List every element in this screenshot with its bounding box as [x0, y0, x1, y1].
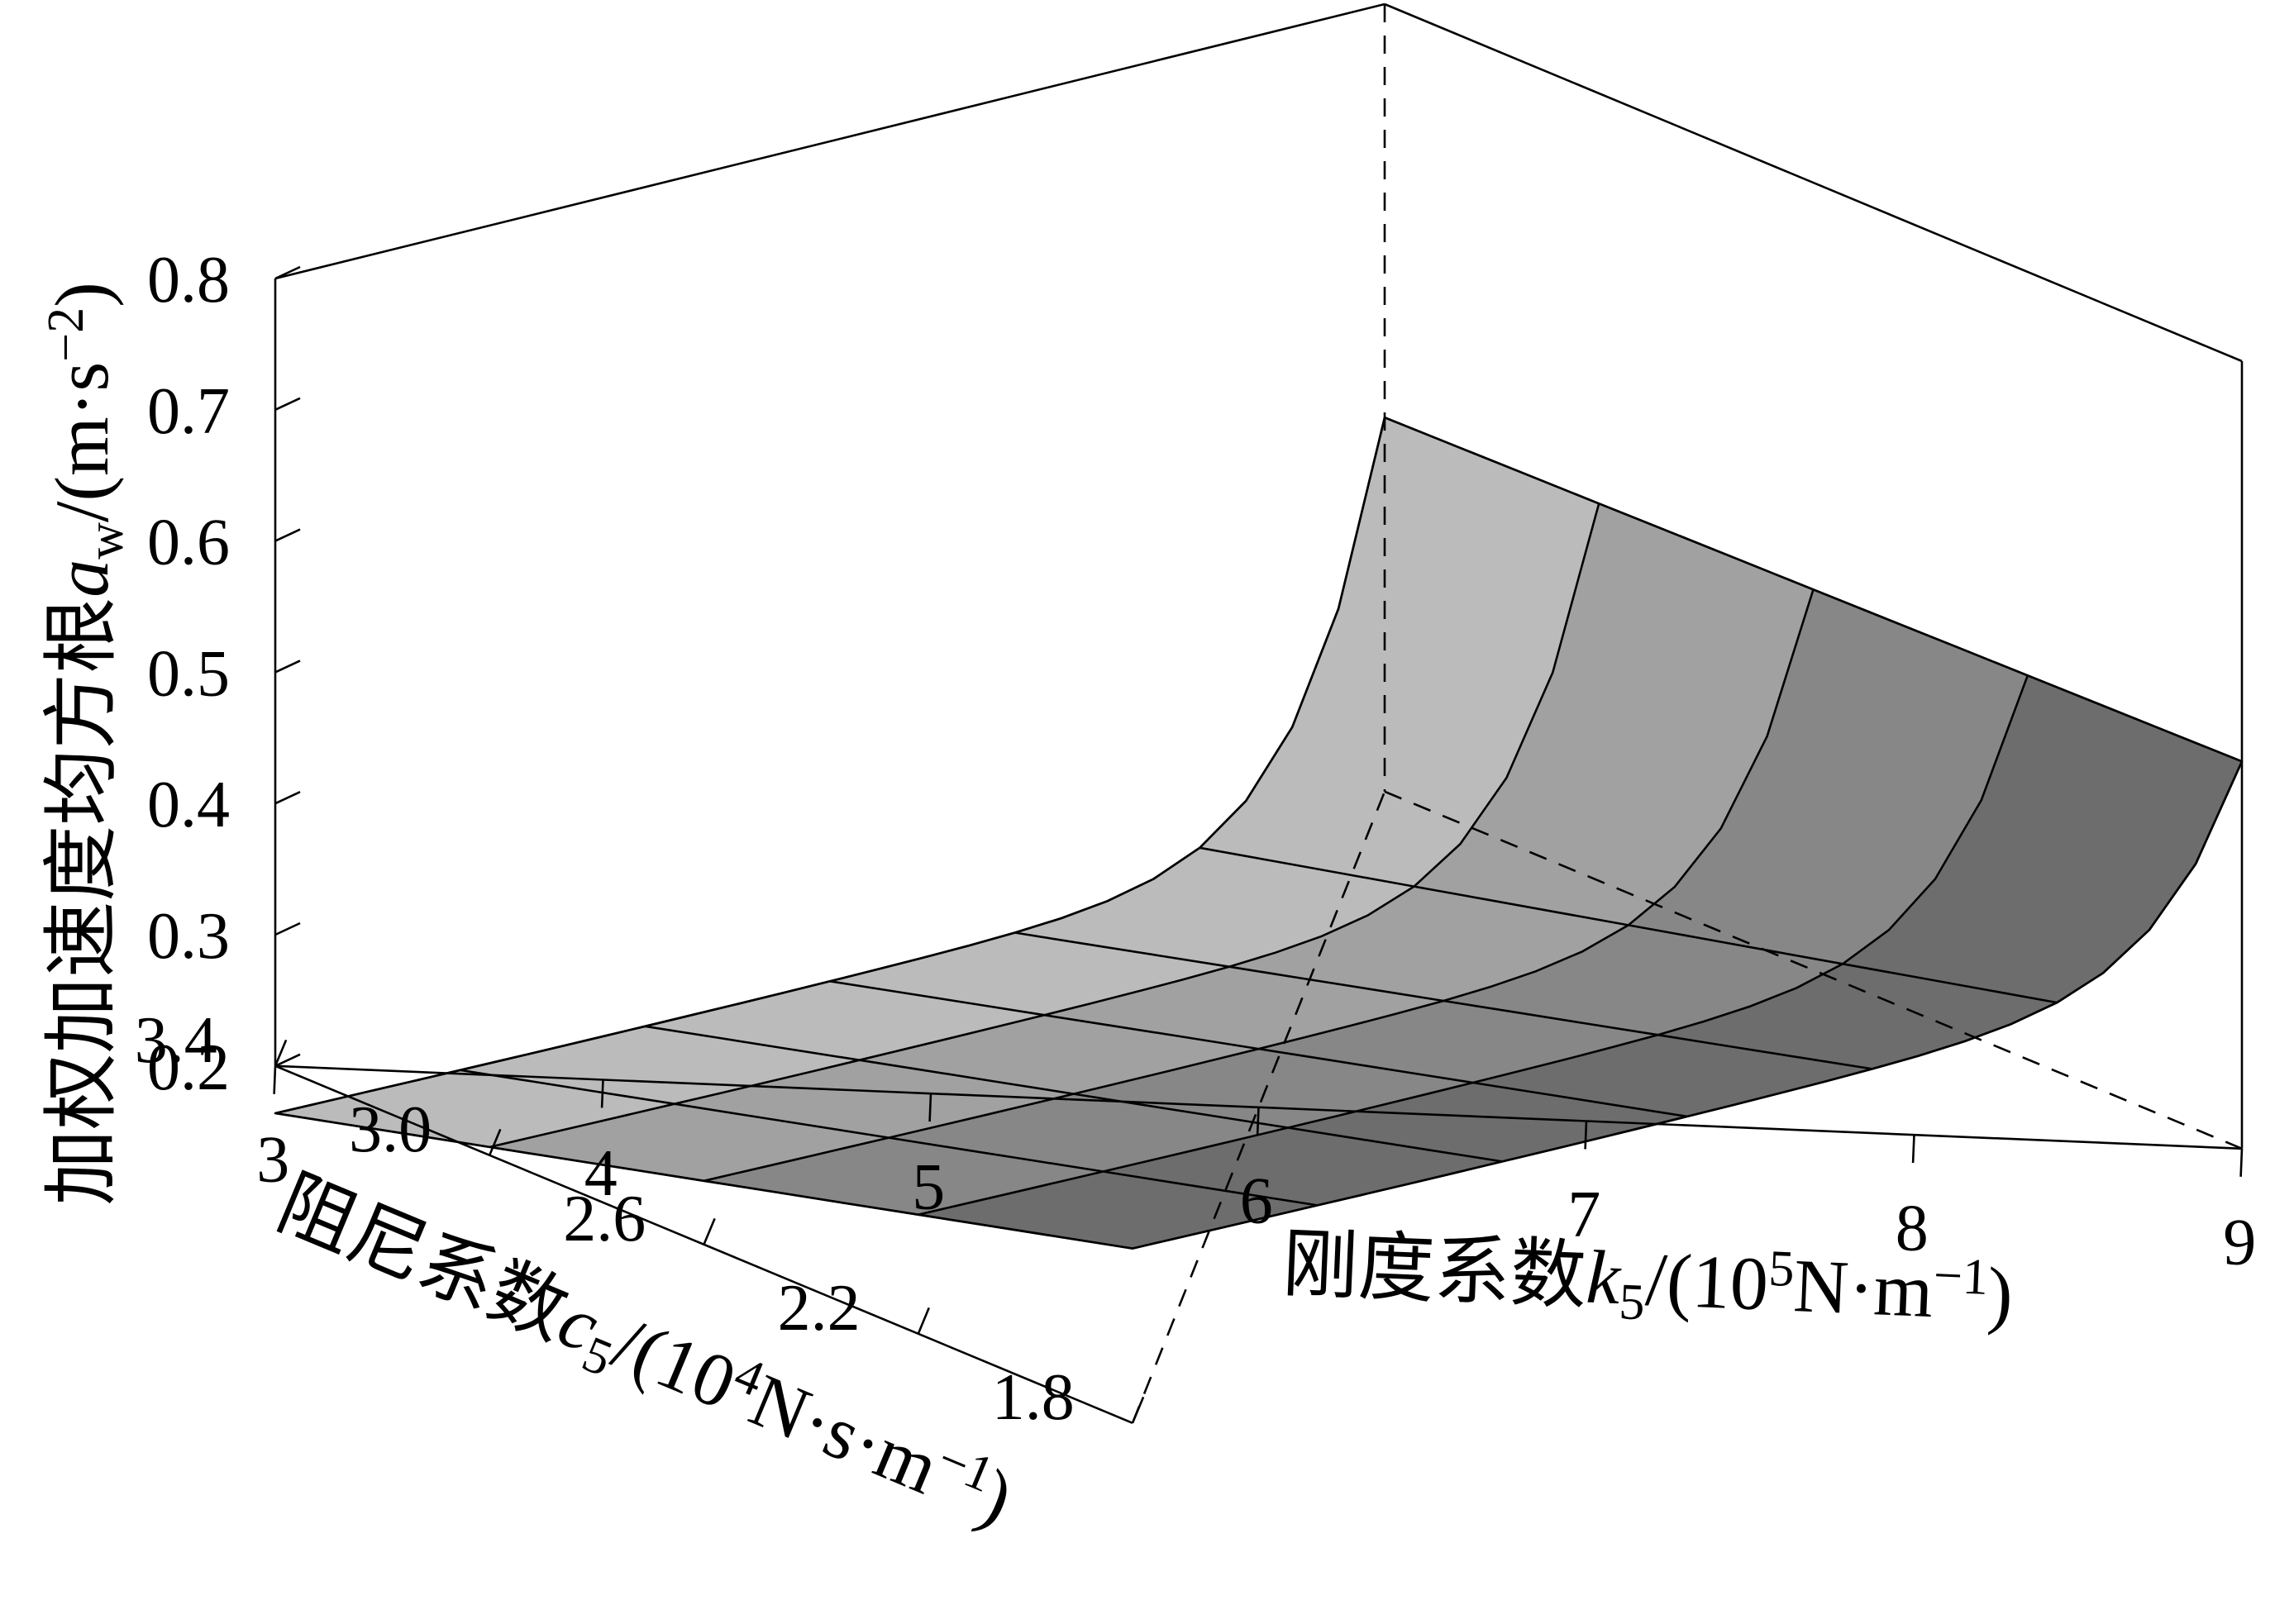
svg-text:0.3: 0.3: [147, 900, 230, 973]
svg-text:1.8: 1.8: [992, 1361, 1075, 1434]
svg-text:0.8: 0.8: [147, 244, 230, 317]
svg-text:0.5: 0.5: [147, 637, 230, 710]
svg-text:9: 9: [2223, 1206, 2256, 1279]
svg-text:3: 3: [256, 1123, 289, 1196]
svg-text:2.2: 2.2: [778, 1272, 861, 1345]
svg-text:加权加速度均方根aw/(m·s−2): 加权加速度均方根aw/(m·s−2): [38, 282, 134, 1206]
svg-text:6: 6: [1240, 1164, 1273, 1237]
svg-text:5: 5: [912, 1151, 945, 1224]
svg-text:3.4: 3.4: [135, 1004, 217, 1077]
svg-text:0.7: 0.7: [147, 375, 230, 448]
svg-text:0.6: 0.6: [147, 507, 230, 579]
svg-text:0.4: 0.4: [147, 769, 230, 841]
svg-text:3.0: 3.0: [349, 1093, 432, 1166]
svg-text:4: 4: [584, 1137, 618, 1210]
